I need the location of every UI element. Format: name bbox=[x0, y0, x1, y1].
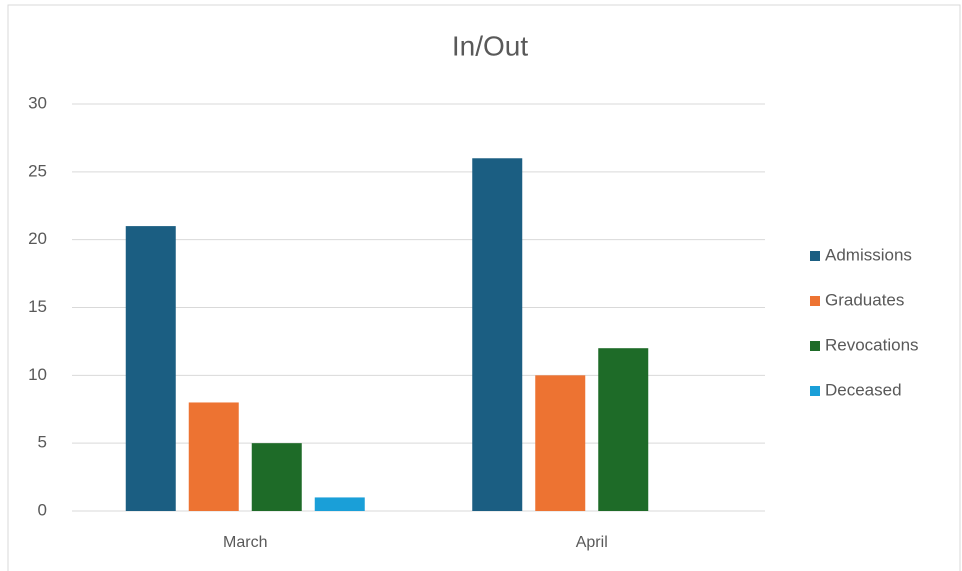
bar bbox=[535, 375, 586, 511]
x-tick-label: April bbox=[576, 534, 608, 551]
legend-swatch bbox=[810, 341, 820, 351]
legend-label: Deceased bbox=[825, 380, 902, 399]
y-tick-label: 25 bbox=[28, 161, 47, 180]
legend-swatch bbox=[810, 251, 820, 261]
bar bbox=[251, 443, 302, 511]
y-tick-label: 15 bbox=[28, 297, 47, 316]
bar bbox=[125, 226, 176, 511]
y-tick-label: 30 bbox=[28, 93, 47, 112]
bar bbox=[188, 402, 239, 511]
x-tick-label: March bbox=[223, 534, 267, 551]
bar bbox=[598, 348, 649, 511]
y-tick-label: 5 bbox=[38, 433, 47, 452]
legend-label: Admissions bbox=[825, 245, 912, 264]
legend-swatch bbox=[810, 386, 820, 396]
y-tick-label: 0 bbox=[38, 500, 47, 519]
bar bbox=[472, 158, 523, 511]
y-tick-label: 10 bbox=[28, 365, 47, 384]
chart-title: In/Out bbox=[452, 30, 528, 61]
legend-swatch bbox=[810, 296, 820, 306]
legend-label: Revocations bbox=[825, 335, 919, 354]
bar bbox=[314, 497, 365, 511]
y-tick-label: 20 bbox=[28, 229, 47, 248]
legend-label: Graduates bbox=[825, 290, 904, 309]
